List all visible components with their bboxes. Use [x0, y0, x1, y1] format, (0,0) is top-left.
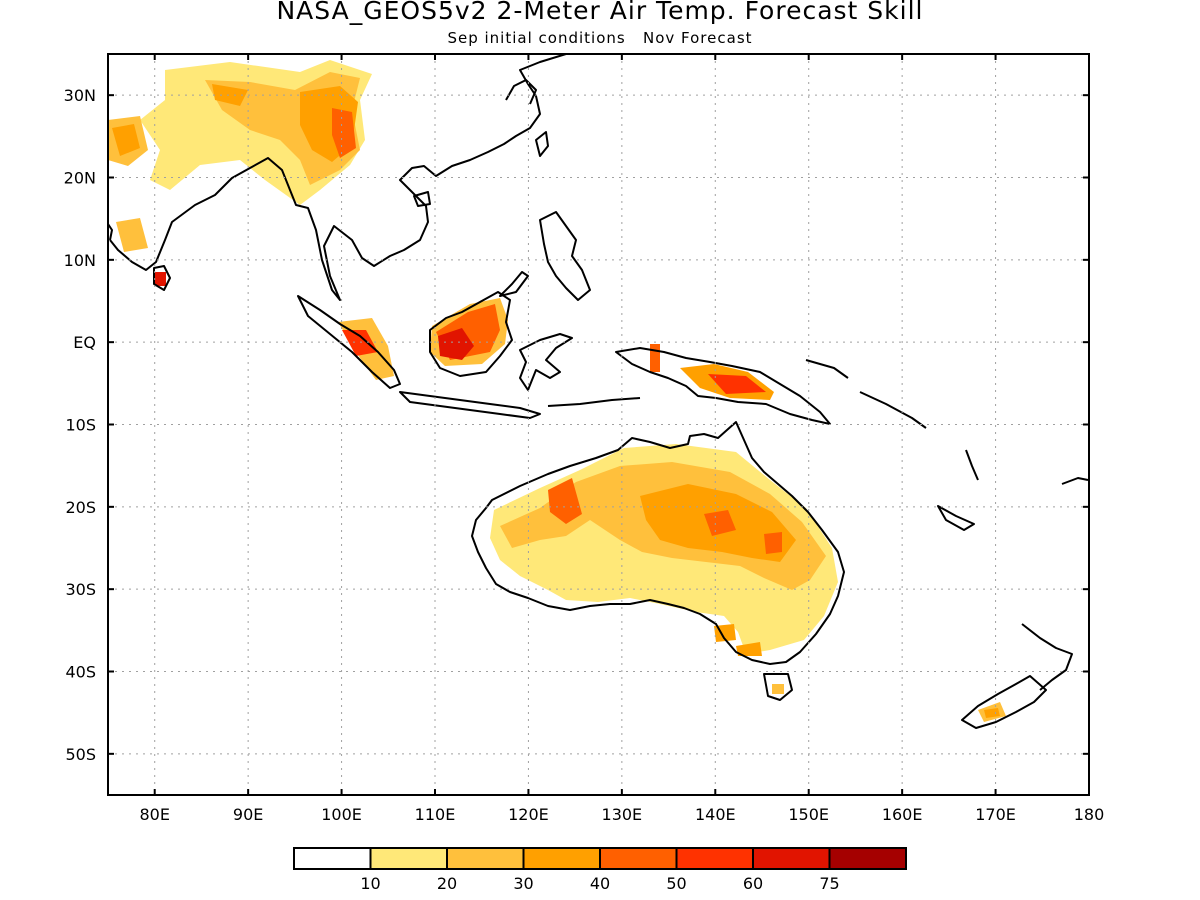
colorbar-swatch [599, 847, 678, 870]
coast-solomons [859, 391, 927, 429]
coast-asia-mainland [109, 54, 567, 301]
coast-bismarck [805, 359, 849, 379]
coast-sulawesi [519, 333, 573, 391]
colorbar-swatch [369, 847, 448, 870]
latitude-labels: 30N 20N 10N EQ 10S 20S 30S 40S 50S [64, 86, 96, 764]
coast-borneo [429, 291, 513, 377]
colorbar-label: 50 [666, 874, 686, 893]
lon-label: 160E [882, 805, 923, 824]
shade-newzealand-core [984, 708, 1000, 718]
coast-sumatra [297, 295, 401, 389]
map-subtitle: Sep initial conditions Nov Forecast [447, 29, 753, 47]
coast-hainan [413, 191, 431, 207]
gridlines [108, 54, 1089, 795]
lon-label: 130E [602, 805, 643, 824]
lat-label: 20S [65, 498, 96, 517]
coast-java [399, 391, 541, 419]
lat-label: EQ [73, 333, 96, 352]
lon-label: 170E [975, 805, 1016, 824]
shade-asia-red [332, 108, 356, 158]
shade-tasmania [772, 684, 784, 694]
coast-tasmania [763, 673, 793, 701]
colorbar-label: 30 [513, 874, 533, 893]
colorbar-swatch [675, 847, 754, 870]
coast-nz-south [961, 675, 1047, 729]
lon-label: 140E [695, 805, 736, 824]
colorbar-label: 20 [437, 874, 457, 893]
coast-palawan [499, 271, 529, 297]
colorbar-label: 10 [360, 874, 380, 893]
coast-australia [471, 421, 845, 665]
shade-newguinea-red [708, 374, 766, 394]
colorbar-swatch [446, 847, 525, 870]
coast-lesser-sunda [547, 397, 641, 407]
shade-sumatra-red [342, 330, 378, 356]
coast-vanuatu [965, 449, 979, 481]
lon-label: 80E [139, 805, 169, 824]
colorbar-swatch [522, 847, 601, 870]
lat-label: 30S [65, 580, 96, 599]
map-title: NASA_GEOS5v2 2-Meter Air Temp. Forecast … [276, 0, 924, 25]
lat-label: 50S [65, 745, 96, 764]
skill-shading [108, 60, 1006, 722]
coast-fiji [1061, 477, 1089, 485]
shade-srilanka [154, 272, 166, 286]
coast-newcaledonia [937, 505, 975, 531]
coast-srilanka [153, 265, 171, 291]
shade-newguinea-west [650, 344, 660, 372]
colorbar-label: 40 [590, 874, 610, 893]
colorbar-label: 60 [743, 874, 763, 893]
coast-india-west [108, 223, 113, 241]
lon-label: 180 [1074, 805, 1105, 824]
coast-philippines [539, 211, 591, 301]
colorbar-swatch [752, 847, 831, 870]
shade-asia-orange [212, 84, 358, 162]
coastlines [108, 54, 1089, 729]
shade-borneo-red [438, 328, 474, 360]
lat-label: 30N [64, 86, 96, 105]
coast-nz-north [1021, 623, 1073, 691]
lat-label: 10S [65, 416, 96, 435]
lon-label: 90E [233, 805, 263, 824]
lat-label: 20N [64, 169, 96, 188]
coast-taiwan [535, 131, 549, 157]
colorbar-label: 75 [819, 874, 839, 893]
longitude-labels: 80E 90E 100E 110E 120E 130E 140E 150E 16… [139, 805, 1104, 824]
lat-label: 10N [64, 251, 96, 270]
coast-newguinea [615, 347, 831, 425]
shade-australia-red [548, 478, 782, 554]
lon-label: 120E [508, 805, 549, 824]
tick-marks [108, 54, 1090, 795]
lon-label: 150E [788, 805, 829, 824]
colorbar: 10 20 30 40 50 60 75 [293, 847, 907, 893]
lat-label: 40S [65, 663, 96, 682]
colorbar-swatch [293, 847, 372, 870]
shade-asia-west [108, 116, 148, 252]
shade-asia-west-core [112, 124, 140, 156]
coast-korea [505, 79, 537, 105]
lon-label: 110E [415, 805, 456, 824]
shade-australia-se [714, 624, 762, 656]
lon-label: 100E [321, 805, 362, 824]
colorbar-swatch [828, 847, 907, 870]
